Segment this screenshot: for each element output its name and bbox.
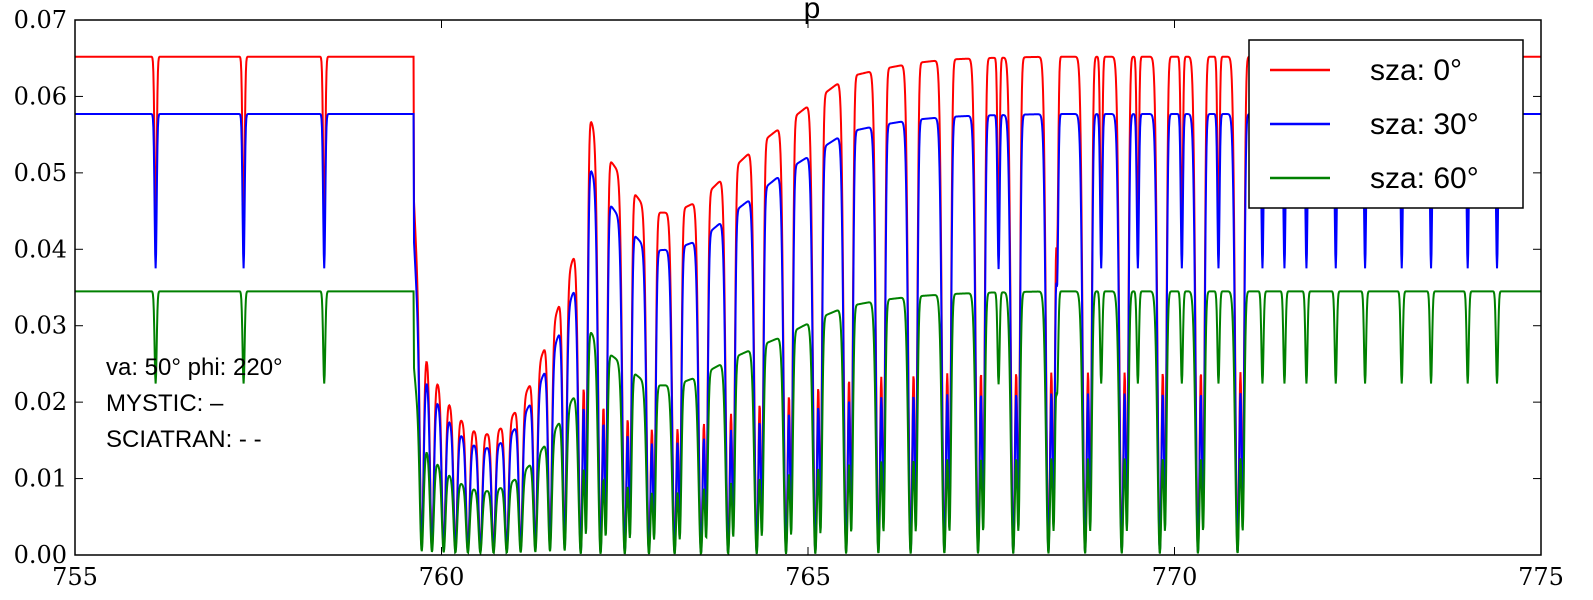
y-tick-label: 0.06: [14, 82, 67, 110]
x-tick-label: 760: [419, 563, 465, 591]
annotation-line-1: va: 50° phi: 220°: [106, 354, 283, 381]
y-tick-label: 0.00: [14, 541, 67, 569]
x-tick-label: 765: [785, 563, 831, 591]
y-tick-label: 0.05: [14, 159, 67, 187]
legend-label-sza-30: sza: 30°: [1370, 108, 1479, 141]
legend-label-sza-60: sza: 60°: [1370, 162, 1479, 195]
chart-title-fragment: p: [804, 0, 821, 25]
y-tick-label: 0.07: [14, 6, 67, 34]
legend-label-sza-0: sza: 0°: [1370, 54, 1462, 87]
x-tick-label: 770: [1152, 563, 1198, 591]
x-tick-label: 755: [52, 563, 98, 591]
axes-ticks: 755 760 765 770 775 0.00 0.01 0.02 0.03 0.04 0.05 0…: [14, 6, 1564, 591]
legend: sza: 0° sza: 30° sza: 60°: [1248, 39, 1524, 209]
y-tick-label: 0.01: [14, 465, 67, 493]
annotation-line-2: MYSTIC: –: [106, 390, 224, 417]
annotation-line-3: SCIATRAN: - -: [106, 426, 262, 453]
y-tick-label: 0.04: [14, 235, 67, 263]
annotation-block: va: 50° phi: 220° MYSTIC: – SCIATRAN: - …: [106, 354, 283, 453]
y-tick-label: 0.03: [14, 312, 67, 340]
series-line-2: [75, 290, 1541, 555]
y-tick-label: 0.02: [14, 388, 67, 416]
x-tick-label: 775: [1518, 563, 1564, 591]
